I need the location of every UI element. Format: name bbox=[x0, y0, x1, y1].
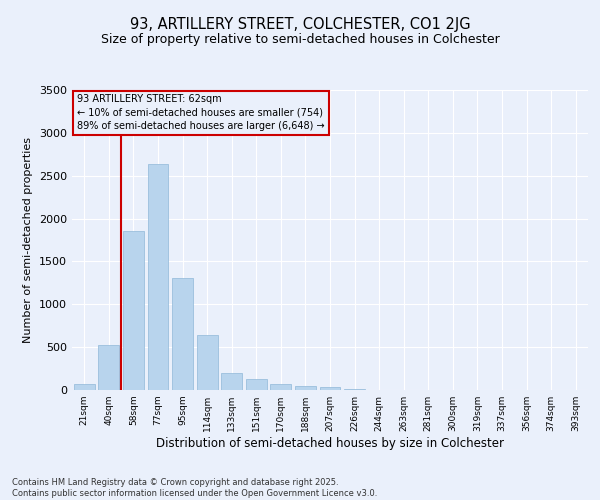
Bar bbox=[98, 344, 119, 390]
Bar bbox=[123, 232, 144, 390]
Bar bbox=[320, 388, 340, 390]
Bar bbox=[344, 388, 365, 390]
Text: 93, ARTILLERY STREET, COLCHESTER, CO1 2JG: 93, ARTILLERY STREET, COLCHESTER, CO1 2J… bbox=[130, 18, 470, 32]
Text: 93 ARTILLERY STREET: 62sqm
← 10% of semi-detached houses are smaller (754)
89% o: 93 ARTILLERY STREET: 62sqm ← 10% of semi… bbox=[77, 94, 325, 131]
Bar bbox=[221, 373, 242, 390]
Text: Contains HM Land Registry data © Crown copyright and database right 2025.
Contai: Contains HM Land Registry data © Crown c… bbox=[12, 478, 377, 498]
Bar bbox=[74, 384, 95, 390]
Bar bbox=[246, 379, 267, 390]
X-axis label: Distribution of semi-detached houses by size in Colchester: Distribution of semi-detached houses by … bbox=[156, 437, 504, 450]
Y-axis label: Number of semi-detached properties: Number of semi-detached properties bbox=[23, 137, 34, 343]
Bar bbox=[172, 278, 193, 390]
Bar bbox=[197, 335, 218, 390]
Bar bbox=[148, 164, 169, 390]
Bar bbox=[295, 386, 316, 390]
Text: Size of property relative to semi-detached houses in Colchester: Size of property relative to semi-detach… bbox=[101, 32, 499, 46]
Bar bbox=[271, 384, 292, 390]
